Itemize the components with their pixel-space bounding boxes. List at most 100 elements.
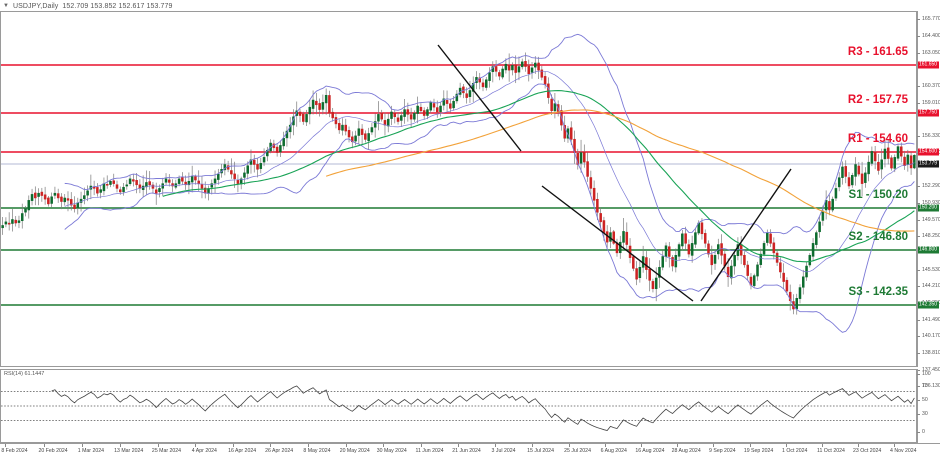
date-tick-mark xyxy=(604,444,606,447)
rsi-tick-label: 0 xyxy=(922,429,925,435)
price-tick-mark xyxy=(917,186,920,187)
price-tick-mark xyxy=(917,36,920,37)
date-tick-mark xyxy=(457,444,459,447)
date-axis[interactable]: 8 Feb 2024 20 Feb 2024 1 Mar 2024 13 Mar 20… xyxy=(0,443,940,459)
date-tick-label: 8 Feb 2024 xyxy=(1,448,28,454)
bollinger-middle-band xyxy=(64,70,915,273)
price-chart-canvas xyxy=(1,33,916,333)
date-tick-mark xyxy=(5,444,7,447)
rsi-indicator-panel[interactable]: RSI(14) 61.1447 xyxy=(0,369,917,443)
date-tick-mark xyxy=(44,444,46,447)
price-level-badge: 146.800 xyxy=(918,246,939,254)
date-tick-label: 16 Apr 2024 xyxy=(228,448,257,454)
rsi-axis[interactable]: 100 70 50 30 0 xyxy=(917,369,940,443)
date-tick-mark xyxy=(382,444,384,447)
collapse-caret-icon[interactable]: ▼ xyxy=(3,3,9,9)
price-tick-label: 138.810 xyxy=(922,350,940,356)
price-tick-label: 148.250 xyxy=(922,233,940,239)
date-tick-label: 25 Jul 2024 xyxy=(564,448,591,454)
rsi-tick-mark xyxy=(917,374,920,375)
date-tick-mark xyxy=(420,444,422,447)
date-tick-label: 19 Sep 2024 xyxy=(743,448,774,454)
price-tick-label: 165.770 xyxy=(922,16,940,22)
date-tick-mark xyxy=(894,444,896,447)
date-tick-label: 26 Apr 2024 xyxy=(265,448,294,454)
date-tick-label: 25 Mar 2024 xyxy=(151,448,182,454)
date-tick-label: 20 May 2024 xyxy=(339,448,370,454)
price-tick-mark xyxy=(917,370,920,371)
date-tick-mark xyxy=(195,444,197,447)
price-level-badge: 154.600 xyxy=(918,148,939,156)
date-tick-mark xyxy=(270,444,272,447)
price-tick-label: 160.370 xyxy=(922,83,940,89)
rsi-tick-mark xyxy=(917,386,920,387)
price-tick-label: 140.170 xyxy=(922,333,940,339)
price-tick-mark xyxy=(917,236,920,237)
date-tick-mark xyxy=(345,444,347,447)
pivot-label-s1: S1 - 150.20 xyxy=(848,189,908,201)
price-tick-label: 149.570 xyxy=(922,217,940,223)
price-tick-label: 163.050 xyxy=(922,50,940,56)
trendline-downtrend-1 xyxy=(437,44,522,152)
price-level-badge: 161.650 xyxy=(918,61,939,69)
bollinger-lower-band xyxy=(64,83,915,333)
date-tick-label: 13 Mar 2024 xyxy=(114,448,144,454)
price-tick-mark xyxy=(917,19,920,20)
chart-header: ▼ USDJPY,Daily 152.709 153.852 152.617 1… xyxy=(0,0,940,12)
date-tick-mark xyxy=(858,444,860,447)
price-chart-panel[interactable]: R3 - 161.65 R2 - 157.75 R1 - 154.60 S1 - 15… xyxy=(0,11,917,367)
rsi-tick-mark xyxy=(917,414,920,415)
date-tick-mark xyxy=(531,444,533,447)
date-tick-label: 6 Aug 2024 xyxy=(600,448,627,454)
pivot-label-r3: R3 - 161.65 xyxy=(847,46,908,58)
rsi-tick-label: 100 xyxy=(922,371,931,377)
moving-average-50 xyxy=(162,90,915,263)
rsi-tick-label: 50 xyxy=(922,397,928,403)
rsi-line xyxy=(51,385,915,431)
moving-average-100 xyxy=(325,109,915,232)
price-tick-label: 136.130 xyxy=(922,383,940,389)
date-tick-label: 11 Jun 2024 xyxy=(415,448,444,454)
pivot-label-r2: R2 - 157.75 xyxy=(847,94,908,106)
date-tick-mark xyxy=(677,444,679,447)
ohlc-values: 152.709 153.852 152.617 153.779 xyxy=(62,2,173,10)
date-tick-mark xyxy=(307,444,309,447)
candlestick-series xyxy=(1,52,916,315)
date-tick-label: 9 Sep 2024 xyxy=(709,448,736,454)
rsi-tick-mark xyxy=(917,432,920,433)
date-tick-label: 3 Jul 2024 xyxy=(491,448,516,454)
date-tick-label: 30 May 2024 xyxy=(376,448,407,454)
rsi-tick-mark xyxy=(917,400,920,401)
date-tick-mark xyxy=(749,444,751,447)
date-tick-label: 11 Oct 2024 xyxy=(816,448,845,454)
date-tick-mark xyxy=(81,444,83,447)
date-tick-label: 23 Oct 2024 xyxy=(852,448,882,454)
date-tick-label: 4 Apr 2024 xyxy=(191,448,217,454)
price-tick-mark xyxy=(917,353,920,354)
price-tick-mark xyxy=(917,220,920,221)
rsi-indicator-label: RSI(14) 61.1447 xyxy=(4,371,45,377)
price-tick-mark xyxy=(917,86,920,87)
pivot-label-r1: R1 - 154.60 xyxy=(847,133,908,145)
price-tick-label: 164.400 xyxy=(922,33,940,39)
price-tick-mark xyxy=(917,103,920,104)
price-tick-mark xyxy=(917,336,920,337)
price-level-badge: 153.779 xyxy=(918,160,939,168)
date-tick-label: 8 May 2024 xyxy=(303,448,331,454)
price-tick-mark xyxy=(917,270,920,271)
date-tick-mark xyxy=(785,444,787,447)
price-tick-label: 144.210 xyxy=(922,283,940,289)
price-tick-label: 137.450 xyxy=(922,367,940,373)
date-tick-label: 28 Aug 2024 xyxy=(671,448,701,454)
price-tick-mark xyxy=(917,320,920,321)
price-tick-mark xyxy=(917,136,920,137)
price-axis[interactable]: 165.770 164.400 163.050 160.370 159.010 156.3… xyxy=(917,11,940,389)
trendline-uptrend xyxy=(700,168,792,302)
price-level-badge: 150.200 xyxy=(918,204,939,212)
date-tick-label: 1 Mar 2024 xyxy=(77,448,105,454)
date-tick-mark xyxy=(494,444,496,447)
date-tick-label: 21 Jun 2024 xyxy=(452,448,481,454)
price-tick-label: 159.010 xyxy=(922,100,940,106)
date-tick-label: 20 Feb 2024 xyxy=(38,448,68,454)
